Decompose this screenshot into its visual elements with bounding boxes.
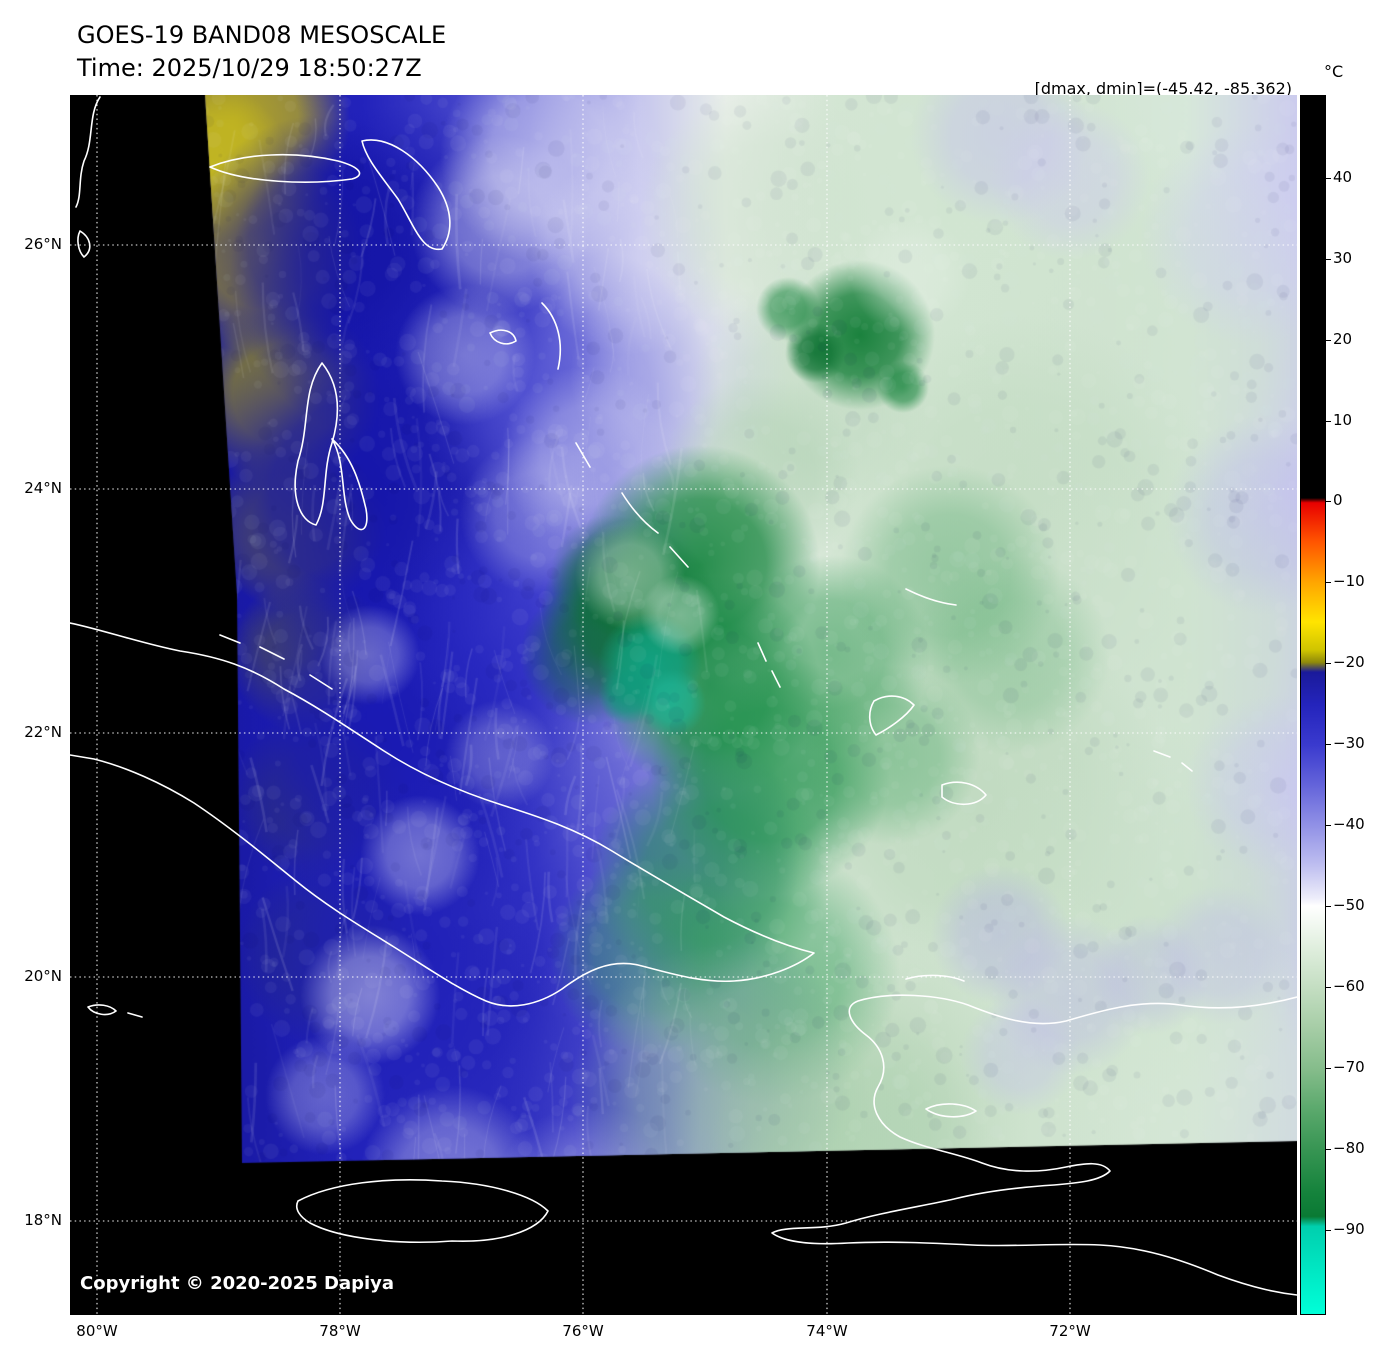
colorbar-tick-label: −50: [1333, 896, 1365, 914]
coastline-turks: [1153, 750, 1193, 772]
colorbar-tick-mark: [1326, 987, 1331, 988]
colorbar-tick-label: −60: [1333, 977, 1365, 995]
colorbar-tick-label: 40: [1333, 168, 1353, 186]
lon-tick-label: 72°W: [1049, 1322, 1091, 1340]
lat-tick-label: 26°N: [24, 235, 62, 253]
coastline-florida-islet: [77, 230, 91, 258]
copyright-text: Copyright © 2020-2025 Dapiya: [80, 1273, 395, 1294]
coastline-new-providence: [489, 329, 517, 345]
colorbar-gradient: [1300, 95, 1326, 1315]
coastline-cat-long-islands: [575, 442, 689, 568]
coastline-gonave-island: [925, 1103, 977, 1118]
lat-tick-label: 18°N: [24, 1211, 62, 1229]
lat-tick-label: 24°N: [24, 479, 62, 497]
colorbar-tick-label: −70: [1333, 1058, 1365, 1076]
lon-tick-label: 76°W: [562, 1322, 604, 1340]
lon-tick-label: 78°W: [319, 1322, 361, 1340]
coastline-andros: [294, 362, 339, 526]
colorbar-tick-mark: [1326, 1230, 1331, 1231]
colorbar-tick-label: −40: [1333, 815, 1365, 833]
colorbar-tick-label: 10: [1333, 411, 1353, 429]
lon-tick-label: 80°W: [76, 1322, 118, 1340]
coastline-long-island-bahamas: [905, 588, 957, 606]
colorbar-tick-label: 20: [1333, 330, 1353, 348]
colorbar-tick-mark: [1326, 744, 1331, 745]
coastline-cuba-keys: [219, 634, 333, 690]
coastline-hispaniola: [771, 994, 1297, 1296]
colorbar-tick-mark: [1326, 1149, 1331, 1150]
coastline-grand-bahama: [209, 153, 361, 183]
coastline-inagua: [941, 781, 987, 806]
coastline-tortuga: [905, 974, 965, 982]
colorbar-tick-label: −30: [1333, 734, 1365, 752]
colorbar-tick-label: −90: [1333, 1220, 1365, 1238]
colorbar-tick-mark: [1326, 421, 1331, 422]
colorbar-tick-mark: [1326, 501, 1331, 502]
lat-tick-label: 22°N: [24, 723, 62, 741]
coastline-abaco: [361, 139, 451, 250]
coastline-jamaica: [295, 1179, 549, 1243]
colorbar-tick-mark: [1326, 259, 1331, 260]
range-annotation: [dmax, dmin]=(-45.42, -85.362): [1034, 79, 1292, 98]
plot-area: Copyright © 2020-2025 Dapiya: [70, 95, 1297, 1315]
imagery-canvas: [70, 95, 1297, 1315]
lon-tick-label: 74°W: [806, 1322, 848, 1340]
colorbar-tick-label: −80: [1333, 1139, 1365, 1157]
colorbar-tick-label: 0: [1333, 491, 1343, 509]
page-title: GOES-19 BAND08 MESOSCALE: [77, 21, 447, 49]
overlay-svg: [70, 95, 1297, 1315]
coastline-florida: [75, 96, 101, 208]
colorbar-tick-mark: [1326, 178, 1331, 179]
coastline-eleuthera: [541, 302, 562, 370]
colorbar-tick-mark: [1326, 825, 1331, 826]
colorbar-tick-label: −20: [1333, 653, 1365, 671]
colorbar-tick-mark: [1326, 906, 1331, 907]
coastline-cayman: [87, 1004, 143, 1018]
colorbar-tick-mark: [1326, 582, 1331, 583]
lat-tick-label: 20°N: [24, 967, 62, 985]
coastline-cuba: [70, 622, 815, 1007]
colorbar-tick-label: −10: [1333, 572, 1365, 590]
coastline-acklins: [868, 695, 915, 736]
coastline-ragged-chain: [757, 642, 781, 688]
colorbar-tick-mark: [1326, 340, 1331, 341]
colorbar-unit-label: °C: [1324, 62, 1344, 81]
timestamp: Time: 2025/10/29 18:50:27Z: [77, 54, 422, 82]
colorbar-tick-mark: [1326, 1068, 1331, 1069]
colorbar-tick-mark: [1326, 663, 1331, 664]
coastline-andros-east: [331, 438, 368, 531]
colorbar-tick-label: 30: [1333, 249, 1353, 267]
